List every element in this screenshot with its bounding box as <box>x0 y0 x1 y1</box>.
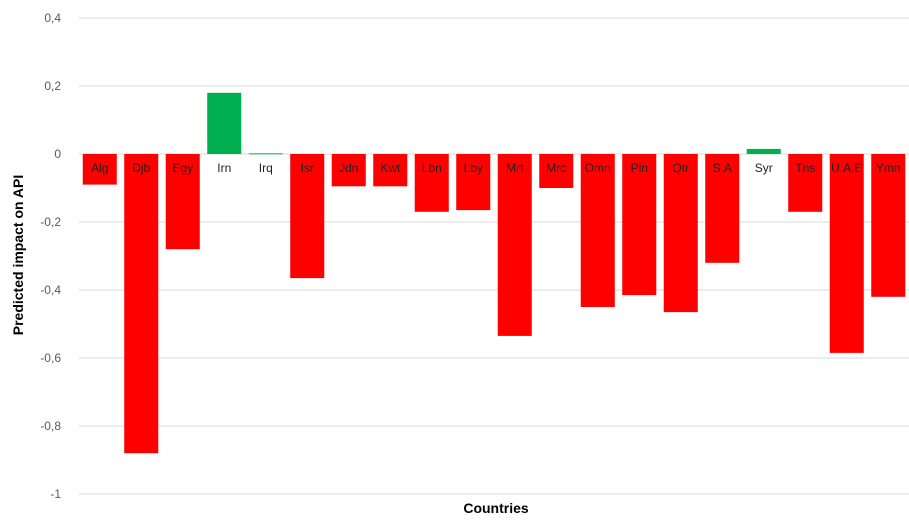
y-tick-label: 0,4 <box>44 11 61 25</box>
y-tick-label: 0,2 <box>44 79 61 93</box>
y-tick-label: -1 <box>50 487 61 501</box>
y-tick-label: 0 <box>54 147 61 161</box>
y-tick-label: -0,8 <box>40 419 61 433</box>
y-tick-label: -0,2 <box>40 215 61 229</box>
category-label: S.A <box>713 161 732 175</box>
bar-isr <box>290 154 325 279</box>
x-axis-title: Countries <box>463 500 529 516</box>
bar-kwt <box>373 154 408 187</box>
bar-omn <box>580 154 615 307</box>
bar-alg <box>82 154 117 185</box>
y-tick-label: -0,6 <box>40 351 61 365</box>
bar-irn <box>207 92 242 154</box>
category-labels: Alg Djb Egy Irn Irq Isr Jdn Kwt Lbn Lby Mrt Mrc Omn P… <box>91 161 901 175</box>
category-label: Isr <box>301 161 314 175</box>
category-label: Ymn <box>876 161 901 175</box>
bars <box>82 92 906 454</box>
bar-irq <box>248 153 283 155</box>
category-label: Qtr <box>672 161 689 175</box>
category-label: Pln <box>631 161 648 175</box>
category-label: Irq <box>259 161 273 175</box>
category-label: Mrt <box>506 161 524 175</box>
category-label: Lby <box>464 161 483 175</box>
category-label: Mrc <box>546 161 566 175</box>
category-label: Egy <box>172 161 193 175</box>
category-label: Tns <box>795 161 815 175</box>
bar-syr <box>746 148 781 154</box>
category-label: Jdn <box>339 161 358 175</box>
bar-lbn <box>414 154 449 212</box>
category-label: Djb <box>132 161 150 175</box>
bar-jdn <box>331 154 366 187</box>
y-axis-title: Predicted impact on API <box>10 175 26 336</box>
bar-mrc <box>539 154 574 188</box>
bar-pln <box>622 154 657 296</box>
bar-egy <box>165 154 200 250</box>
bar-lby <box>456 154 491 211</box>
gridlines <box>79 17 909 495</box>
bar-u-a-e <box>829 154 864 353</box>
y-tick-label: -0,4 <box>40 283 61 297</box>
category-label: Irn <box>217 161 231 175</box>
category-label: Kwt <box>380 161 401 175</box>
bar-s-a <box>705 154 740 263</box>
bar-djb <box>124 154 159 454</box>
bar-qtr <box>663 154 698 313</box>
category-label: Omn <box>585 161 611 175</box>
category-label: Syr <box>755 161 773 175</box>
category-label: U.A.E <box>831 161 862 175</box>
category-label: Alg <box>91 161 108 175</box>
y-tick-labels: 0,4 0,2 0 -0,2 -0,4 -0,6 -0,8 -1 <box>40 11 61 501</box>
bar-mrt <box>497 154 532 336</box>
category-label: Lbn <box>422 161 442 175</box>
bar-tns <box>788 154 823 212</box>
bar-ymn <box>871 154 906 297</box>
